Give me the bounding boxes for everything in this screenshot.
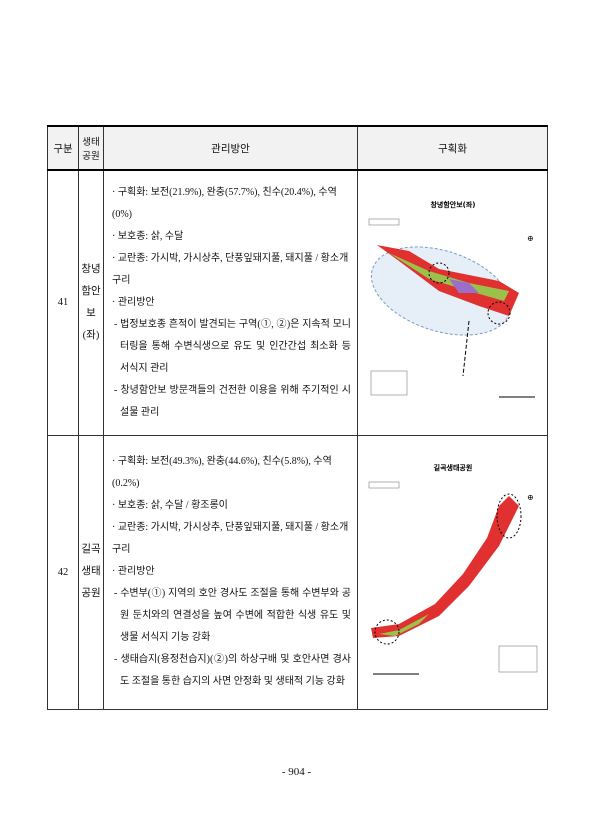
marker-line [462, 321, 469, 377]
header-cell: 구획화 [357, 125, 548, 171]
park-line: 길곡 [81, 544, 101, 555]
north-arrow: ⊕ [527, 234, 534, 243]
header-cell: 관리방안 [103, 125, 358, 171]
item: - 수변부(①) 지역의 호안 경사도 조절을 통해 수변부와 공원 둔치와의 … [114, 588, 351, 643]
header-cell: 생태 공원 [78, 125, 104, 171]
map-title: 창녕함안보(좌) [430, 200, 475, 209]
item: · 관리방안 [112, 566, 155, 577]
header-cell: 구분 [47, 125, 79, 171]
legend-box [370, 371, 407, 396]
map-area [370, 495, 519, 638]
item: · 보호종: 삵, 수달 / 황조롱이 [112, 500, 228, 511]
management-cell: · 구획화: 보전(21.9%), 완충(57.7%), 친수(20.4%), … [103, 169, 358, 436]
row-number: 42 [47, 434, 79, 710]
row-number: 41 [47, 169, 79, 436]
park-name: 창녕 함안보 (좌) [78, 169, 104, 436]
zone-ellipse [496, 493, 521, 538]
map-cell: 창녕함안보(좌) ⊕ [357, 169, 548, 436]
zone-circle [487, 301, 510, 325]
map-area [448, 279, 479, 294]
map-area [378, 613, 429, 636]
item: · 보호종: 삵, 수달 [112, 230, 184, 242]
map-cell: 길곡생태공원 ⊕ [357, 434, 548, 710]
park-line: 공원 [81, 588, 101, 599]
map: 길곡생태공원 ⊕ [368, 463, 537, 674]
park-line: 함안보 [81, 285, 101, 319]
item: · 구획화: 보전(49.3%), 완충(44.6%), 친수(5.8%), 수… [112, 456, 332, 489]
legend-box [498, 645, 537, 672]
map-area [388, 253, 509, 302]
item: · 교란종: 가시박, 가시상추, 단풍잎돼지풀, 돼지풀 / 황소개구리 [112, 252, 349, 286]
park-line: (좌) [82, 329, 100, 341]
item: · 구획화: 보전(21.9%), 완충(57.7%), 친수(20.4%), … [112, 186, 337, 220]
zone-circle [428, 262, 449, 284]
map-label-box [368, 219, 399, 226]
park-line: 생태 [81, 566, 101, 577]
map: 창녕함안보(좌) ⊕ [368, 200, 535, 398]
management-cell: · 구획화: 보전(49.3%), 완충(44.6%), 친수(5.8%), 수… [103, 434, 358, 710]
page-number: - 904 - [281, 766, 312, 778]
item: · 관리방안 [112, 296, 155, 308]
item: · 교란종: 가시박, 가시상추, 단풍잎돼지풀, 돼지풀 / 황소개구리 [112, 522, 349, 555]
item: - 법정보호종 흔적이 발견되는 구역(①, ②)은 지속적 모니터링을 통해 … [114, 318, 351, 374]
map-label-box [368, 481, 399, 488]
zone-circle [374, 619, 399, 644]
item: - 창녕함안보 방문객들의 건전한 이용을 위해 주기적인 시설물 관리 [114, 384, 351, 418]
item: - 생태습지(용정천습지)(②)의 하상구배 및 호안사면 경사도 조절을 통한… [114, 654, 351, 687]
park-line: 창녕 [81, 263, 101, 275]
park-name: 길곡 생태 공원 [78, 434, 104, 710]
map-title: 길곡생태공원 [433, 463, 472, 472]
north-arrow: ⊕ [527, 493, 534, 502]
management-table: 구분 생태 공원 관리방안 구획화 41 창녕 함안보 (좌) · 구획화: 보… [47, 125, 548, 710]
